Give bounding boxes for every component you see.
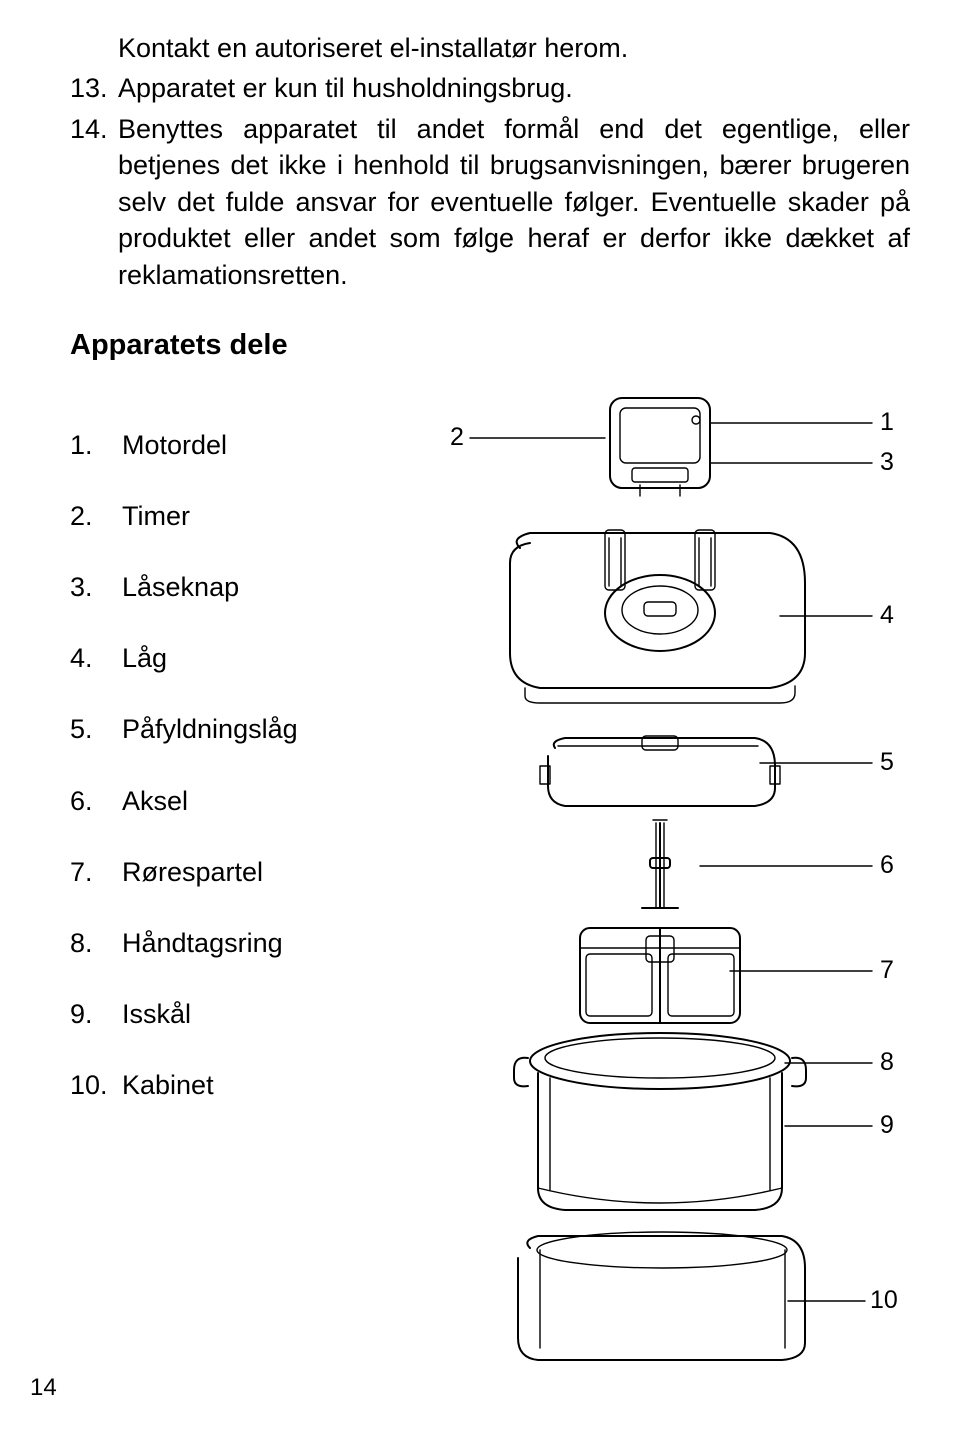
svg-text:5: 5 bbox=[880, 748, 894, 776]
svg-text:2: 2 bbox=[450, 423, 464, 451]
parts-list: 1. Motordel 2. Timer 3. Låseknap 4. Låg … bbox=[70, 388, 410, 1368]
part-num: 10. bbox=[70, 1068, 122, 1103]
part-label-haandtagsring: Håndtagsring bbox=[122, 926, 283, 961]
part-num: 7. bbox=[70, 855, 122, 890]
part-label-laag: Låg bbox=[122, 641, 167, 676]
part-item: 6. Aksel bbox=[70, 784, 410, 819]
diagram-cabinet bbox=[518, 1232, 805, 1360]
part-item: 9. Isskål bbox=[70, 997, 410, 1032]
diagram-fill-lid bbox=[540, 736, 780, 806]
intro-pre-line: Kontakt en autoriseret el-installatør he… bbox=[118, 30, 910, 66]
part-num: 8. bbox=[70, 926, 122, 961]
part-num: 6. bbox=[70, 784, 122, 819]
diagram-lid bbox=[510, 530, 805, 703]
svg-text:8: 8 bbox=[880, 1048, 894, 1076]
part-item: 7. Rørespartel bbox=[70, 855, 410, 890]
svg-text:3: 3 bbox=[880, 448, 894, 476]
part-item: 2. Timer bbox=[70, 499, 410, 534]
part-num: 5. bbox=[70, 712, 122, 747]
part-num: 4. bbox=[70, 641, 122, 676]
svg-text:9: 9 bbox=[880, 1111, 894, 1139]
diagram-handle-ring-bowl bbox=[514, 1033, 806, 1210]
intro-text-13: Apparatet er kun til husholdningsbrug. bbox=[118, 70, 573, 106]
intro-item: 14. Benyttes apparatet til andet formål … bbox=[70, 111, 910, 293]
exploded-diagram: 1 2 3 4 5 6 7 8 9 10 bbox=[410, 388, 910, 1368]
intro-list: Kontakt en autoriseret el-installatør he… bbox=[70, 30, 910, 293]
part-item: 8. Håndtagsring bbox=[70, 926, 410, 961]
diagram-paddle bbox=[580, 928, 740, 1023]
intro-num-13: 13. bbox=[70, 70, 118, 106]
part-item: 5. Påfyldningslåg bbox=[70, 712, 410, 747]
page-number: 14 bbox=[30, 1374, 57, 1402]
part-item: 10. Kabinet bbox=[70, 1068, 410, 1103]
part-num: 9. bbox=[70, 997, 122, 1032]
part-label-laaseknap: Låseknap bbox=[122, 570, 239, 605]
svg-text:10: 10 bbox=[870, 1286, 898, 1314]
content-row: 1. Motordel 2. Timer 3. Låseknap 4. Låg … bbox=[70, 388, 910, 1368]
part-num: 1. bbox=[70, 428, 122, 463]
part-num: 3. bbox=[70, 570, 122, 605]
part-label-timer: Timer bbox=[122, 499, 190, 534]
part-label-kabinet: Kabinet bbox=[122, 1068, 214, 1103]
part-label-paafyldningslaag: Påfyldningslåg bbox=[122, 712, 298, 747]
diagram-axle bbox=[642, 820, 678, 908]
part-item: 3. Låseknap bbox=[70, 570, 410, 605]
part-label-aksel: Aksel bbox=[122, 784, 188, 819]
svg-text:1: 1 bbox=[880, 408, 894, 436]
svg-text:6: 6 bbox=[880, 851, 894, 879]
svg-text:4: 4 bbox=[880, 601, 894, 629]
part-num: 2. bbox=[70, 499, 122, 534]
intro-num-14: 14. bbox=[70, 111, 118, 293]
part-item: 1. Motordel bbox=[70, 428, 410, 463]
part-label-isskaal: Isskål bbox=[122, 997, 191, 1032]
part-label-motordel: Motordel bbox=[122, 428, 227, 463]
section-title: Apparatets dele bbox=[70, 329, 910, 362]
part-item: 4. Låg bbox=[70, 641, 410, 676]
svg-text:7: 7 bbox=[880, 956, 894, 984]
intro-text-14: Benyttes apparatet til andet formål end … bbox=[118, 111, 910, 293]
intro-item: 13. Apparatet er kun til husholdningsbru… bbox=[70, 70, 910, 106]
diagram-motor-unit bbox=[610, 398, 710, 496]
part-label-roerespartel: Rørespartel bbox=[122, 855, 263, 890]
